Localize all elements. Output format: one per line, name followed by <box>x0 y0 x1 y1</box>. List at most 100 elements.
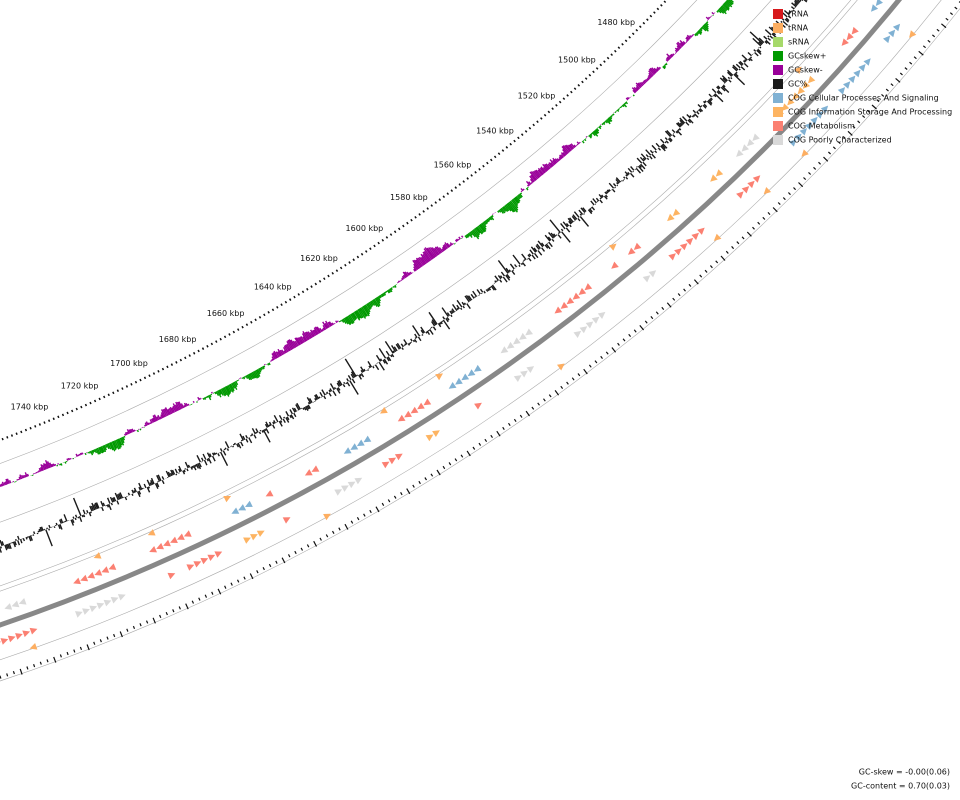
gene-feature <box>591 316 600 324</box>
gene-feature <box>96 602 105 610</box>
gene-feature <box>380 406 388 414</box>
gene-feature <box>667 213 675 222</box>
gene-feature <box>4 603 13 610</box>
gene-feature <box>585 321 594 329</box>
gene-feature <box>404 410 412 418</box>
gene-feature <box>110 597 119 604</box>
gene-feature <box>193 561 202 568</box>
gene-feature <box>347 481 356 489</box>
gene-feature <box>573 330 582 338</box>
gene-feature <box>710 174 718 182</box>
gene-feature <box>611 261 619 269</box>
ruler-label: 1540 kbp <box>476 127 514 136</box>
gene-feature <box>350 443 359 450</box>
legend-swatch <box>773 37 783 47</box>
legend-label: GCskew+ <box>788 52 826 61</box>
gene-feature <box>584 283 593 291</box>
gene-feature <box>792 92 800 100</box>
gene-feature <box>207 554 216 561</box>
gene-feature <box>741 186 750 194</box>
gene-feature <box>808 75 816 84</box>
gene-feature <box>799 128 807 136</box>
gene-feature <box>147 529 156 536</box>
gene-feature <box>11 600 20 608</box>
gene-feature <box>29 643 38 650</box>
gene-feature <box>741 144 749 152</box>
gene-feature <box>0 638 9 645</box>
legend-swatch <box>773 51 783 61</box>
gene-feature <box>848 75 856 84</box>
legend-swatch <box>773 9 783 19</box>
legend-swatch <box>773 65 783 75</box>
gene-feature <box>572 292 581 300</box>
gene-feature <box>554 306 563 314</box>
gene-feature <box>804 122 813 130</box>
gene-feature <box>633 242 642 250</box>
gene-feature <box>871 4 879 12</box>
gene-feature <box>526 366 535 373</box>
gene-feature <box>156 542 164 550</box>
ruler-label: 1480 kbp <box>597 18 635 27</box>
gc-content <box>0 0 808 553</box>
gene-feature <box>93 552 102 559</box>
gene-feature <box>520 370 528 378</box>
gene-feature <box>858 64 866 72</box>
gene-feature <box>837 87 846 95</box>
gene-feature <box>417 402 425 410</box>
ruler-label: 1620 kbp <box>300 254 338 263</box>
gene-feature <box>29 627 38 635</box>
gene-feature <box>713 233 722 241</box>
gene-feature <box>22 630 31 638</box>
gene-feature <box>500 346 509 354</box>
ruler-label: 1660 kbp <box>207 309 245 318</box>
gene-feature <box>875 0 883 6</box>
ruler-label: 1560 kbp <box>434 161 472 170</box>
gene-feature <box>474 402 482 410</box>
footer-stat: GC-content = 0.70(0.03) <box>851 782 950 791</box>
legend-label: COG Information Storage And Processing <box>788 108 952 117</box>
gene-feature <box>448 382 457 389</box>
gene-feature <box>557 363 565 371</box>
gene-feature <box>668 253 676 261</box>
gene-feature <box>513 375 522 382</box>
gene-feature <box>747 138 755 147</box>
gene-feature <box>82 608 90 615</box>
gene-feature <box>432 430 440 437</box>
legend-swatch <box>773 93 783 103</box>
gene-feature <box>736 191 744 199</box>
gene-feature <box>101 566 110 573</box>
gene-feature <box>363 435 372 443</box>
legend-label: sRNA <box>788 38 810 47</box>
legend-label: COG Poorly Characterized <box>788 136 892 145</box>
ruler-ticks <box>0 1 960 679</box>
gene-feature <box>513 337 521 345</box>
gene-feature <box>89 605 98 613</box>
gene-feature <box>473 364 482 372</box>
gene-feature <box>578 287 587 295</box>
gene-feature <box>334 489 343 496</box>
gene-feature <box>231 507 240 514</box>
ruler-label: 1740 kbp <box>11 403 49 412</box>
ruler-dots <box>0 0 669 442</box>
gene-feature <box>846 32 854 41</box>
guide-circle <box>0 0 772 523</box>
ruler-label: 1580 kbp <box>390 193 428 202</box>
gene-feature <box>752 175 761 183</box>
gene-feature <box>354 477 363 485</box>
gene-feature <box>183 530 192 537</box>
gene-feature <box>909 30 917 38</box>
gene-feature <box>170 536 178 543</box>
gene-feature <box>356 439 365 447</box>
gene-feature <box>163 539 171 547</box>
gene-feature <box>781 103 790 111</box>
gene-feature <box>149 546 157 553</box>
gene-feature <box>863 58 871 66</box>
gene-feature <box>18 598 27 605</box>
gene-feature <box>810 116 818 125</box>
footer-stat: GC-skew = -0.00(0.06) <box>859 768 950 777</box>
gene-feature <box>674 248 682 256</box>
gene-feature <box>388 457 397 465</box>
gene-feature <box>892 23 901 32</box>
gene-feature <box>506 341 515 349</box>
